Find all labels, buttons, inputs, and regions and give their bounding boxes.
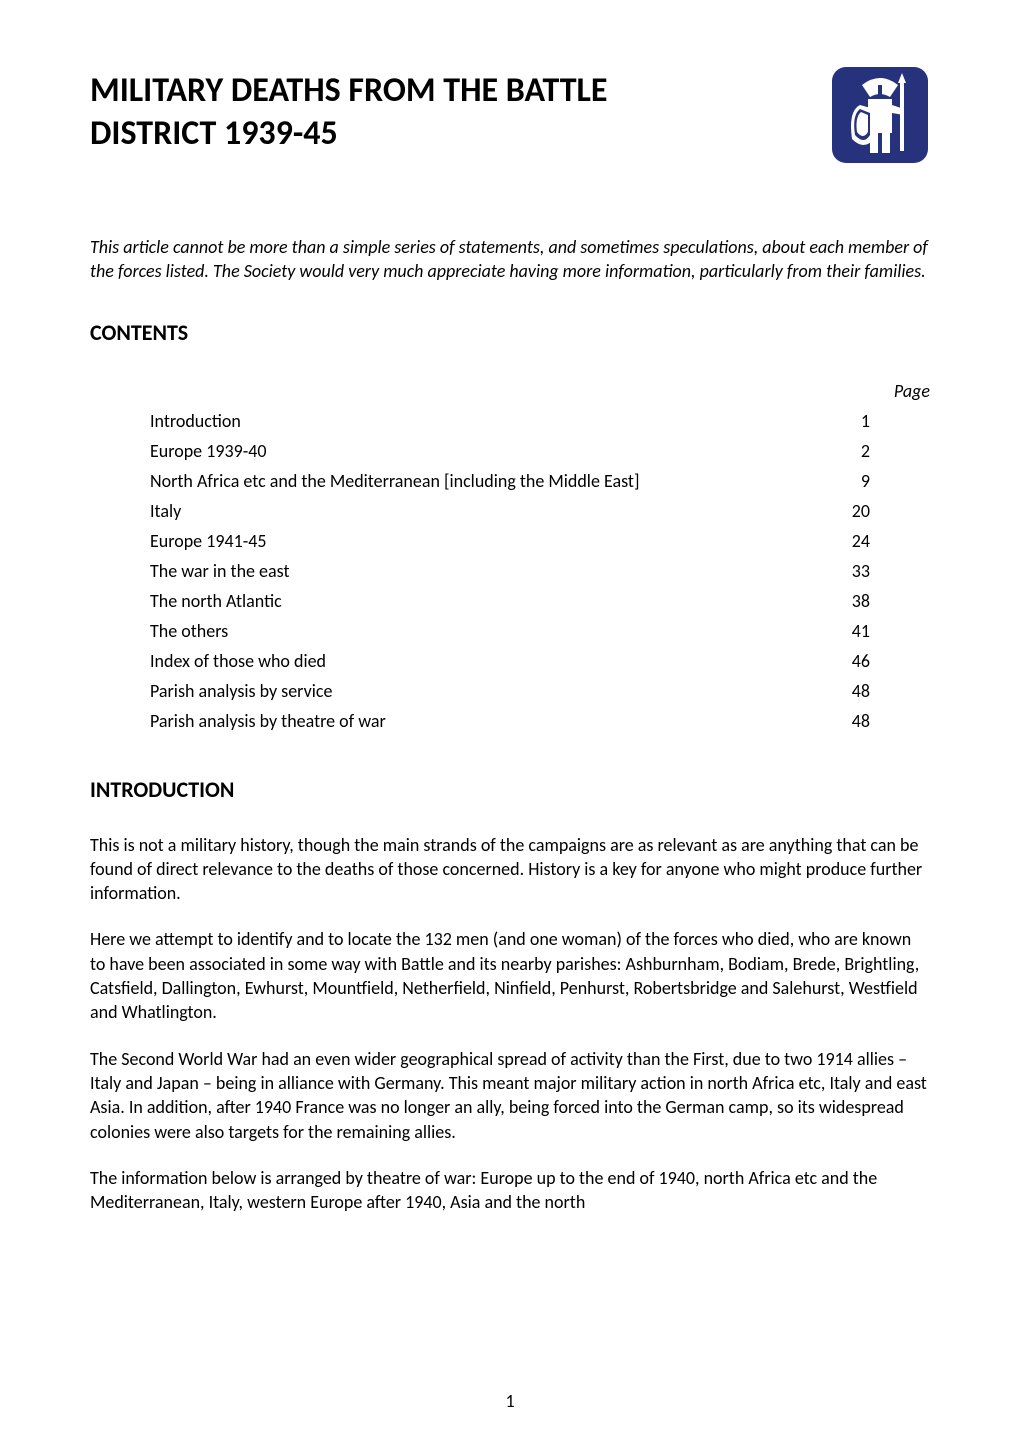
contents-entry-page: 9 [810,466,930,496]
contents-entry-page: 41 [810,616,930,646]
contents-header-row: Page [90,376,930,406]
contents-row: Parish analysis by service 48 [90,676,930,706]
contents-row: Introduction 1 [90,406,930,436]
contents-row: Italy 20 [90,496,930,526]
contents-row: The others 41 [90,616,930,646]
contents-page-label: Page [810,376,930,406]
contents-header-empty [90,376,810,406]
contents-entry-label: North Africa etc and the Mediterranean [… [90,466,810,496]
contents-table: Page Introduction 1 Europe 1939-40 2 Nor… [90,376,930,736]
contents-entry-label: The others [90,616,810,646]
contents-block: Page Introduction 1 Europe 1939-40 2 Nor… [90,376,930,736]
title-block: MILITARY DEATHS FROM THE BATTLE DISTRICT… [90,70,810,195]
battle-logo-icon [830,65,930,165]
body-paragraph: Here we attempt to identify and to locat… [90,927,930,1024]
contents-entry-page: 46 [810,646,930,676]
page-number: 1 [0,1390,1020,1412]
contents-row: North Africa etc and the Mediterranean [… [90,466,930,496]
contents-entry-label: Parish analysis by service [90,676,810,706]
contents-row: Parish analysis by theatre of war 48 [90,706,930,736]
contents-entry-page: 2 [810,436,930,466]
contents-heading: CONTENTS [90,319,930,346]
contents-entry-label: Parish analysis by theatre of war [90,706,810,736]
contents-entry-label: Introduction [90,406,810,436]
body-paragraph: The information below is arranged by the… [90,1166,930,1215]
contents-row: Index of those who died 46 [90,646,930,676]
contents-entry-page: 1 [810,406,930,436]
intro-italic-paragraph: This article cannot be more than a simpl… [90,235,930,284]
contents-entry-page: 38 [810,586,930,616]
contents-row: Europe 1941-45 24 [90,526,930,556]
main-title: MILITARY DEATHS FROM THE BATTLE DISTRICT… [90,70,810,155]
title-line-1: MILITARY DEATHS FROM THE BATTLE [90,70,608,111]
contents-entry-label: Europe 1941-45 [90,526,810,556]
contents-row: The north Atlantic 38 [90,586,930,616]
contents-entry-label: The north Atlantic [90,586,810,616]
contents-entry-label: Index of those who died [90,646,810,676]
contents-entry-page: 33 [810,556,930,586]
contents-entry-page: 48 [810,676,930,706]
body-paragraph: This is not a military history, though t… [90,833,930,906]
page-container: MILITARY DEATHS FROM THE BATTLE DISTRICT… [0,0,1020,1442]
contents-row: The war in the east 33 [90,556,930,586]
contents-entry-page: 48 [810,706,930,736]
title-line-2: DISTRICT 1939-45 [90,113,338,154]
header-row: MILITARY DEATHS FROM THE BATTLE DISTRICT… [90,70,930,195]
contents-entry-page: 24 [810,526,930,556]
contents-row: Europe 1939-40 2 [90,436,930,466]
introduction-heading: INTRODUCTION [90,776,930,803]
contents-entry-label: Europe 1939-40 [90,436,810,466]
contents-entry-page: 20 [810,496,930,526]
contents-entry-label: The war in the east [90,556,810,586]
body-paragraph: The Second World War had an even wider g… [90,1047,930,1144]
contents-entry-label: Italy [90,496,810,526]
